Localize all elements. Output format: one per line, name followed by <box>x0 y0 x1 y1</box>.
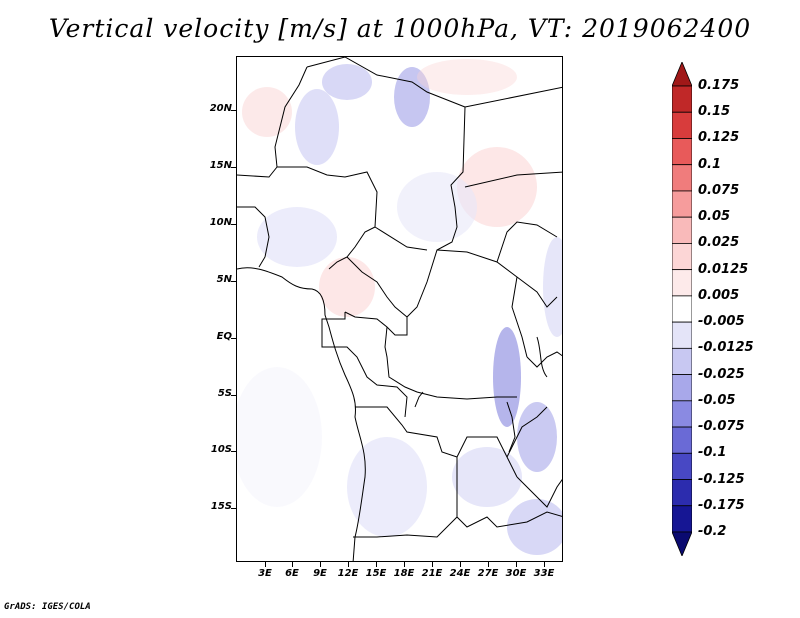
lat-tick <box>231 508 236 509</box>
colorbar-segment <box>672 85 692 113</box>
colorbar-segment <box>672 295 692 323</box>
lon-label-33E: 33E <box>533 568 555 579</box>
colorbar-segment <box>672 452 692 480</box>
lon-label-6E: 6E <box>285 568 299 579</box>
colorbar-segment <box>672 111 692 139</box>
lon-label-18E: 18E <box>393 568 415 579</box>
colorbar-label: -0.2 <box>698 524 727 539</box>
lat-tick <box>231 338 236 339</box>
lon-tick <box>376 562 377 567</box>
lat-label-5S: 5S <box>217 388 232 399</box>
colorbar-label: -0.025 <box>698 366 745 382</box>
colorbar-label: 0.05 <box>698 209 731 225</box>
lat-tick <box>231 224 236 225</box>
colorbar-segment <box>672 138 692 166</box>
colorbar-segment <box>672 243 692 271</box>
colorbar-segment <box>672 62 692 87</box>
colorbar-segment <box>672 321 692 349</box>
lat-tick <box>231 395 236 396</box>
colorbar-segment <box>672 374 692 402</box>
colorbar-label: -0.05 <box>698 392 736 408</box>
colorbar-segment <box>672 216 692 244</box>
colorbar-label: -0.075 <box>698 419 745 435</box>
lat-tick <box>231 451 236 452</box>
map-panel <box>236 56 563 562</box>
colorbar-label: 0.025 <box>698 235 740 251</box>
lon-tick <box>544 562 545 567</box>
lon-label-27E: 27E <box>477 568 499 579</box>
colorbar-segment <box>672 269 692 297</box>
lat-tick <box>231 110 236 111</box>
lon-tick <box>460 562 461 567</box>
lat-label-20N: 20N <box>209 103 232 114</box>
lon-tick <box>404 562 405 567</box>
colorbar-segment <box>672 400 692 428</box>
colorbar-label: 0.125 <box>698 130 740 146</box>
lon-label-24E: 24E <box>449 568 471 579</box>
lon-label-15E: 15E <box>365 568 387 579</box>
lon-tick <box>432 562 433 567</box>
colorbar <box>672 62 692 556</box>
lat-label-15S: 15S <box>210 501 232 512</box>
colorbar-label: 0.005 <box>698 287 740 303</box>
colorbar-segment <box>672 164 692 192</box>
lon-label-3E: 3E <box>258 568 272 579</box>
map-canvas <box>237 57 562 561</box>
colorbar-label: -0.175 <box>698 497 745 513</box>
colorbar-label: 0.15 <box>698 104 731 120</box>
colorbar-label: 0.1 <box>698 156 722 172</box>
colorbar-segment <box>672 347 692 375</box>
colorbar-segment <box>672 505 692 533</box>
colorbar-label: -0.125 <box>698 471 745 487</box>
borders <box>237 57 562 561</box>
colorbar-label: 0.075 <box>698 182 740 198</box>
lon-label-21E: 21E <box>421 568 443 579</box>
lon-tick <box>292 562 293 567</box>
colorbar-segment <box>672 531 692 556</box>
lat-label-10N: 10N <box>209 217 232 228</box>
lon-tick <box>320 562 321 567</box>
colorbar-label: 0.175 <box>698 78 740 93</box>
lat-tick <box>231 281 236 282</box>
colorbar-segment <box>672 479 692 507</box>
colorbar-label: -0.1 <box>698 445 727 461</box>
credit-label: GrADS: IGES/COLA <box>4 602 91 612</box>
lat-tick <box>231 167 236 168</box>
plot-title: Vertical velocity [m/s] at 1000hPa, VT: … <box>48 14 752 43</box>
colorbar-segment <box>672 190 692 218</box>
lon-tick <box>488 562 489 567</box>
lat-label-15N: 15N <box>209 160 232 171</box>
lon-tick <box>348 562 349 567</box>
lon-label-12E: 12E <box>337 568 359 579</box>
colorbar-label: -0.0125 <box>698 340 754 356</box>
colorbar-label: -0.005 <box>698 314 745 330</box>
colorbar-segment <box>672 426 692 454</box>
lat-label-EQ: EQ <box>216 331 232 342</box>
lon-tick <box>265 562 266 567</box>
colorbar-label: 0.0125 <box>698 261 749 277</box>
lon-tick <box>516 562 517 567</box>
lat-label-5N: 5N <box>216 274 232 285</box>
lat-label-10S: 10S <box>210 444 232 455</box>
lon-label-9E: 9E <box>313 568 327 579</box>
velocity-field <box>237 59 562 555</box>
lon-label-30E: 30E <box>505 568 527 579</box>
